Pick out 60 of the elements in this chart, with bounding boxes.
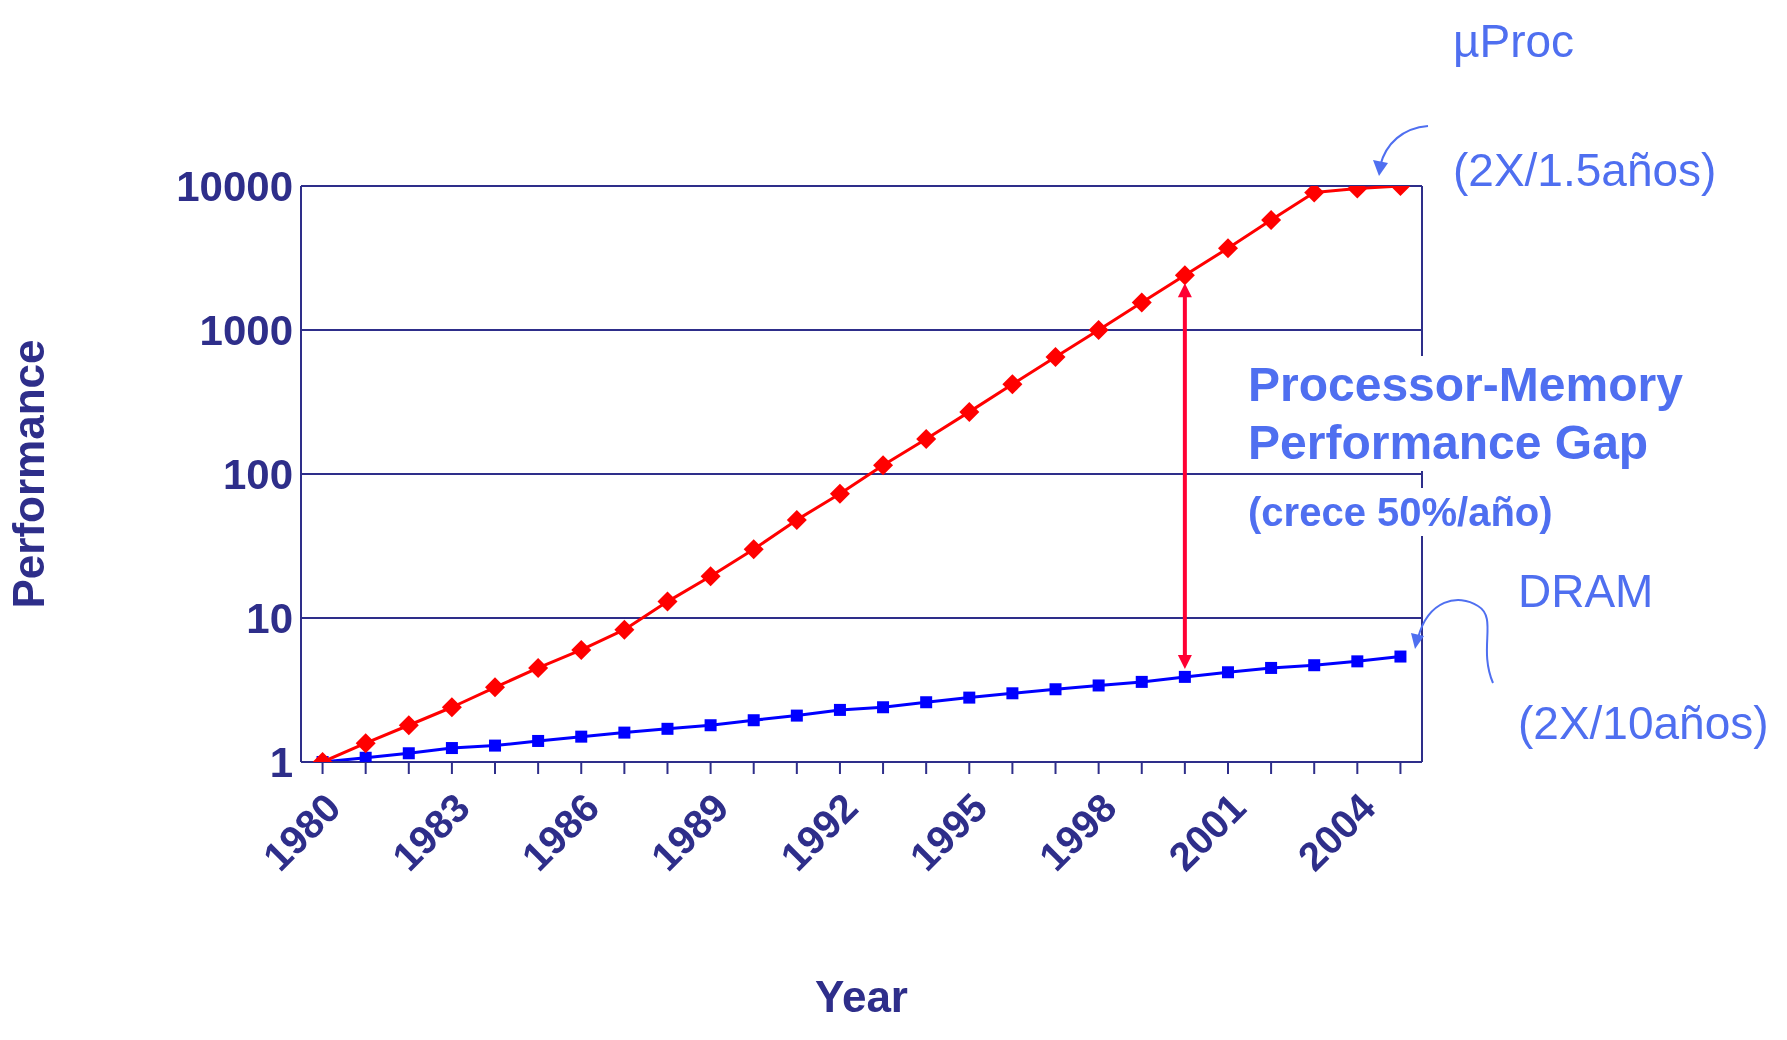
point: [441, 697, 462, 718]
annotation: (crece 50%/año): [1248, 488, 1553, 536]
point: [743, 539, 764, 560]
point: [575, 730, 588, 743]
point: [790, 709, 803, 722]
point: [786, 509, 807, 530]
point: [1045, 346, 1066, 367]
y-axis-title: Performance: [3, 339, 53, 609]
point: [359, 751, 372, 762]
point: [1178, 670, 1191, 683]
point: [1002, 374, 1023, 395]
point: [920, 696, 933, 709]
point: [402, 747, 415, 760]
point: [1135, 675, 1148, 688]
point: [571, 639, 592, 660]
y-tick-label: 1000: [199, 306, 293, 354]
point: [445, 742, 458, 755]
point: [355, 733, 376, 754]
point: [704, 719, 717, 732]
point: [1221, 666, 1234, 679]
point: [1131, 292, 1152, 313]
point: [700, 566, 721, 587]
point: [1006, 687, 1019, 700]
x-axis-title: Year: [815, 972, 908, 1021]
text: (2X/1.5años): [1453, 143, 1717, 199]
point: [1088, 320, 1109, 340]
y-tick-label: 10000: [176, 162, 293, 210]
point: [1351, 655, 1364, 668]
y-tick-label: 10: [246, 594, 293, 642]
point: [661, 722, 674, 735]
point: [618, 726, 631, 739]
text: DRAM: [1518, 564, 1654, 620]
point: [398, 715, 419, 736]
point: [963, 691, 976, 704]
annotation: Processor-Memory Performance Gap: [1248, 356, 1768, 472]
point: [1261, 210, 1282, 231]
point: [1092, 679, 1105, 692]
text: (2X/10años): [1518, 696, 1769, 752]
point: [959, 401, 980, 422]
point: [1049, 683, 1062, 696]
point: [528, 657, 549, 678]
point: [873, 455, 894, 476]
point: [747, 714, 760, 727]
point: [1265, 661, 1278, 674]
y-tick-label: 1: [269, 738, 293, 786]
point: [485, 677, 506, 698]
point: [833, 703, 846, 716]
point: [657, 591, 678, 612]
point: [532, 734, 545, 747]
y-tick-label: 100: [222, 450, 293, 498]
point: [614, 619, 635, 640]
point: [489, 739, 502, 752]
text: µProc: [1453, 14, 1575, 70]
point: [1308, 659, 1321, 672]
point: [1174, 265, 1195, 286]
point: [829, 483, 850, 504]
point: [916, 429, 937, 449]
point: [877, 701, 890, 714]
point: [1217, 238, 1238, 259]
point: [1394, 650, 1407, 663]
